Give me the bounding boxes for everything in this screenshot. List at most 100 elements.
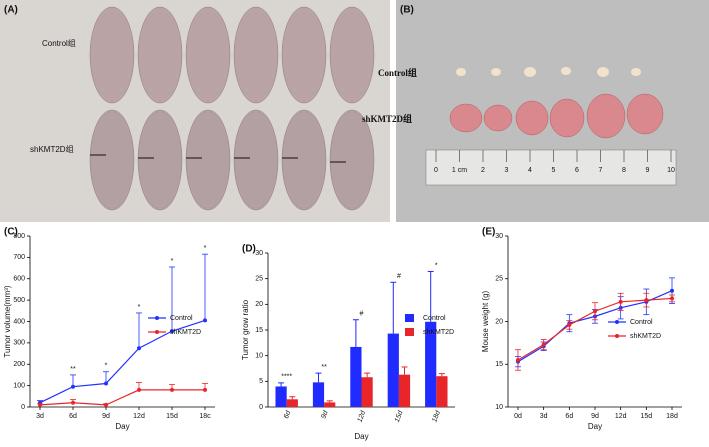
marker <box>38 402 42 407</box>
y-axis-label: Mouse weight (g) <box>481 290 490 352</box>
x-tick-label: 12d <box>357 409 368 423</box>
significance: * <box>171 258 174 265</box>
marker <box>170 329 174 334</box>
ruler-label: 1 cm <box>452 167 467 174</box>
legend-label: shKMT2D <box>630 333 661 340</box>
y-axis-label: Tumor volume(mm³) <box>3 285 12 357</box>
y-tick-label: 5 <box>259 378 263 385</box>
legend-label: shKMT2D <box>170 329 201 336</box>
chart: (E) 10 15 20 25 30 Mouse weight (g) Day 0d 3d 6d 9d… <box>481 227 682 431</box>
x-tick-label: 12d <box>133 413 145 420</box>
y-tick-label: 600 <box>13 276 25 283</box>
y-tick-label: 0 <box>259 404 263 411</box>
marker <box>203 318 207 323</box>
panel-label: (D) <box>242 244 256 255</box>
ruler-labels: 0 1 cm 2 3 4 5 6 7 8 9 10 <box>434 150 675 174</box>
y-tick-label: 30 <box>255 250 263 257</box>
line <box>39 319 206 404</box>
ruler-label: 2 <box>481 167 485 174</box>
x-tick-label: 12d <box>615 413 627 420</box>
marker <box>71 384 75 389</box>
legend-label: Control <box>170 315 193 322</box>
legend-marker <box>615 334 619 338</box>
bar <box>324 402 336 407</box>
y-tick-label: 100 <box>13 382 25 389</box>
ruler-label: 0 <box>434 167 438 174</box>
significance: * <box>435 262 438 269</box>
x-tick-label: 3d <box>36 413 44 420</box>
ruler-label: 7 <box>599 167 603 174</box>
marker <box>71 400 75 405</box>
y-tick-label: 20 <box>495 318 503 325</box>
marker <box>137 387 141 392</box>
chart: (D) 0 5 10 15 20 25 30 Tumor grow ratio Day 6d 9d 12… <box>241 244 455 441</box>
marker <box>670 288 674 293</box>
y-tick-label: 700 <box>13 254 25 261</box>
bar <box>398 374 411 407</box>
bar <box>436 376 448 407</box>
x-tick-label: 3d <box>540 413 548 420</box>
panel-label: (C) <box>4 227 18 238</box>
ruler-label: 8 <box>622 167 626 174</box>
group-label: Control组 <box>378 67 417 78</box>
chart: (C) 0 100 200 300 400 500 600 700 800 Tumor volume… <box>3 227 215 431</box>
bar <box>275 386 287 407</box>
bar <box>312 382 325 407</box>
ruler-label: 3 <box>505 167 509 174</box>
y-tick-label: 20 <box>255 301 263 308</box>
marker <box>593 309 597 314</box>
marker <box>104 381 108 386</box>
tumors-shkmt2d <box>449 93 664 139</box>
y-tick-label: 300 <box>13 340 25 347</box>
bar <box>387 333 399 407</box>
x-tick-label: 18d <box>666 413 678 420</box>
y-tick-label: 500 <box>13 297 25 304</box>
marker <box>670 296 674 301</box>
x-tick-label: 15d <box>640 413 652 420</box>
mice-control <box>89 6 375 104</box>
marker <box>104 402 108 407</box>
y-tick-label: 15 <box>255 327 263 334</box>
y-tick-label: 25 <box>255 276 263 283</box>
line <box>39 389 205 406</box>
mice-shkmt2d <box>89 109 375 211</box>
marker <box>516 357 520 362</box>
legend-label: Control <box>630 319 653 326</box>
marker <box>203 387 207 392</box>
x-tick-label: 15d <box>166 413 178 420</box>
y-tick-label: 15 <box>495 361 503 368</box>
tumors-control <box>456 67 641 77</box>
group-label: Control组 <box>42 38 76 48</box>
x-axis-label: Day <box>588 422 602 431</box>
y-tick-label: 10 <box>495 404 503 411</box>
panel-label: (A) <box>4 5 18 16</box>
significance: **** <box>281 374 292 381</box>
x-tick-label: 18c <box>199 413 211 420</box>
significance: ** <box>321 364 327 371</box>
significance: # <box>360 311 364 318</box>
marker <box>618 299 623 304</box>
bar <box>350 346 362 407</box>
x-tick-label: 15d <box>394 409 405 423</box>
marker <box>170 387 174 392</box>
legend-swatch <box>405 328 414 336</box>
marker <box>541 342 546 347</box>
y-axis-label: Tumor grow ratio <box>241 299 250 360</box>
bar <box>425 321 437 407</box>
y-tick-label: 800 <box>13 233 25 240</box>
significance: * <box>138 304 141 311</box>
panel-label: (B) <box>400 5 414 16</box>
x-tick-label: 9d <box>591 413 599 420</box>
marker <box>137 346 141 351</box>
y-tick-label: 25 <box>495 276 503 283</box>
y-tick-label: 10 <box>255 353 263 360</box>
ruler-label: 4 <box>528 167 532 174</box>
y-tick-label: 0 <box>21 404 25 411</box>
arrows <box>90 154 346 163</box>
panel-label: (E) <box>482 227 495 238</box>
x-tick-label: 6d <box>565 413 573 420</box>
legend-swatch <box>405 314 414 322</box>
x-tick-label: 9d <box>320 409 330 420</box>
